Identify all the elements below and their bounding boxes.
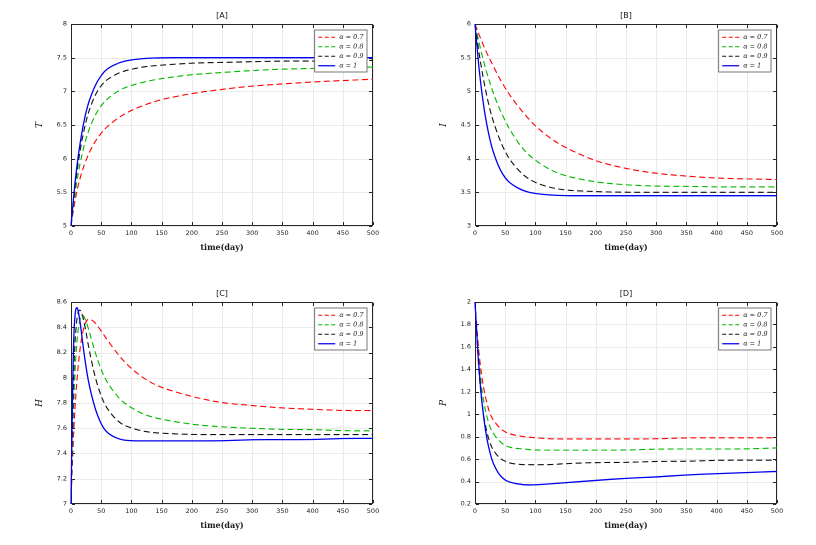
subplot-B — [435, 7, 789, 257]
chart-B-canvas — [435, 7, 789, 257]
subplot-A — [31, 7, 385, 257]
chart-A-canvas — [31, 7, 385, 257]
subplot-C — [31, 285, 385, 535]
chart-D-canvas — [435, 285, 789, 535]
chart-C-canvas — [31, 285, 385, 535]
subplot-D — [435, 285, 789, 535]
